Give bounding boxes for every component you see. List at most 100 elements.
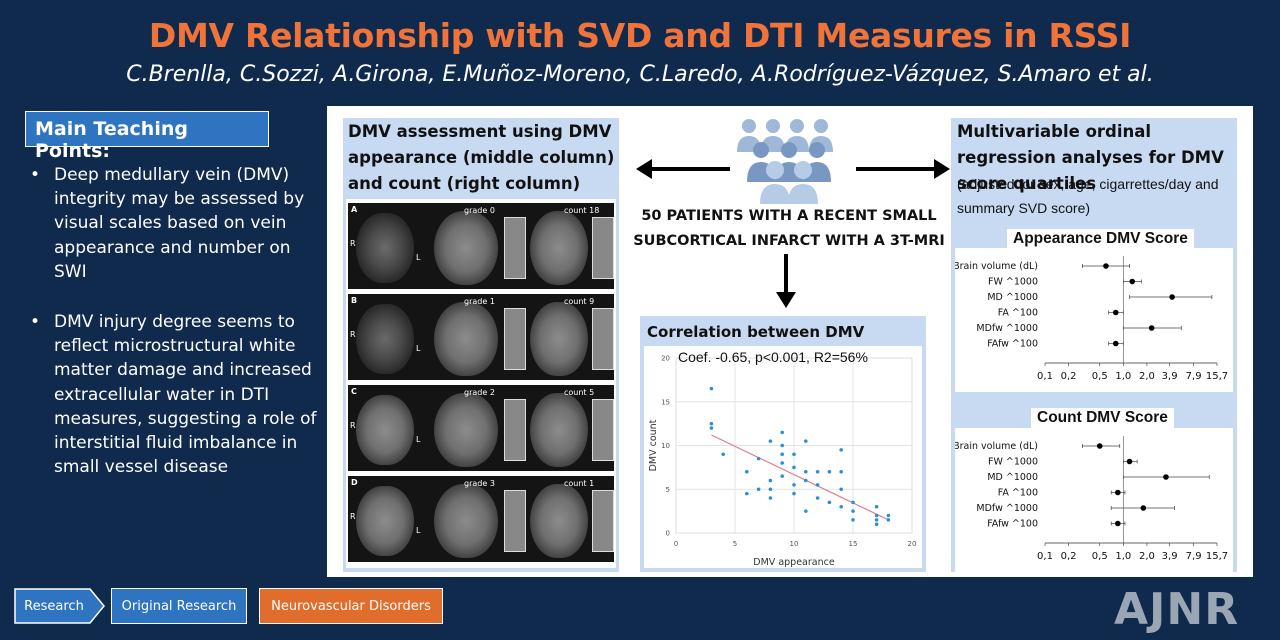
zoom-inset-image [504, 217, 526, 279]
x-tick-label: 0 [674, 540, 678, 548]
zoom-inset-image [504, 308, 526, 370]
brain-slice-image [530, 484, 588, 558]
scatter-point [815, 483, 820, 487]
scatter-point [768, 487, 773, 492]
teaching-point-text: DMV injury degree seems to reflect micro… [54, 312, 317, 478]
row-letter: B [351, 296, 358, 305]
scatter-point [745, 469, 749, 474]
scatter-point [874, 522, 879, 527]
teaching-point-1: • Deep medullary vein (DMV) integrity ma… [30, 163, 320, 293]
row-letter: A [351, 205, 358, 214]
scatter-point [874, 518, 879, 522]
x-tick-label: 1,0 [1115, 551, 1131, 562]
scatter-point [815, 469, 820, 474]
point-estimate [1140, 505, 1147, 511]
zoom-inset-image [504, 490, 526, 552]
brain-slice-image [434, 302, 498, 376]
row-label: Brain volume (dL) [955, 441, 1038, 452]
x-tick-label: 7,9 [1186, 551, 1202, 562]
y-tick-label: 5 [666, 486, 670, 494]
scatter-point [780, 430, 784, 435]
scatter-point [756, 487, 761, 492]
brain-slice-image [356, 395, 414, 465]
scatter-point [745, 491, 749, 496]
side-label-right: R [350, 421, 356, 430]
y-axis-label: DMV count [648, 419, 659, 471]
neurovascular-disorders-button[interactable]: Neurovascular Disorders [259, 588, 443, 624]
brain-slice-image [530, 393, 588, 467]
x-tick-label: 10 [790, 540, 799, 548]
patients-line-1: 50 PATIENTS WITH A RECENT SMALL [641, 208, 937, 224]
point-estimate [1096, 443, 1103, 449]
side-label-right: R [350, 512, 356, 521]
x-tick-label: 15,7 [1206, 551, 1228, 562]
point-estimate [1103, 263, 1109, 269]
point-estimate [1169, 294, 1175, 300]
x-tick-label: 0,5 [1092, 551, 1108, 562]
row-label: MD ^1000 [987, 292, 1038, 303]
arrow-left-icon [636, 159, 730, 179]
brain-slice-image [530, 211, 588, 285]
scatter-point [839, 469, 843, 474]
brain-slice-image [356, 304, 414, 374]
scatter-point [804, 509, 808, 513]
row-label: MD ^1000 [987, 472, 1038, 483]
point-estimate [1129, 278, 1136, 285]
scatter-point [804, 469, 808, 474]
forest-plot-count: 0,1 0,2 0,5 1,0 2,0 3,9 7,9 15,7 Brain volume (d… [953, 436, 1228, 562]
ajnr-logo: AJNR [1114, 584, 1240, 635]
row-letter: C [351, 387, 357, 396]
x-tick-label: 7,9 [1186, 371, 1202, 382]
research-button[interactable] [14, 588, 106, 624]
correlation-stats: Coef. -0.65, p<0.001, R2=56% [678, 349, 868, 365]
x-axis-label: DMV appearance [753, 557, 835, 568]
teaching-point-text: Deep medullary vein (DMV) integrity may … [54, 165, 305, 282]
brain-slice-image [434, 393, 498, 467]
original-research-button[interactable]: Original Research [111, 588, 247, 624]
scatter-point [792, 465, 796, 470]
x-tick-label: 5 [733, 540, 737, 548]
scatter-point [851, 518, 855, 522]
row-label: FAfw ^100 [987, 519, 1038, 530]
zoom-inset-image [592, 490, 614, 552]
x-tick-label: 15 [849, 540, 858, 548]
appearance-forest-plot: 0,1 0,2 0,5 1,0 2,0 3,9 7,9 15,7 Brain volume (d… [953, 248, 1233, 392]
point-estimate [1163, 474, 1169, 480]
regression-subheader: (adjusted for sex, age, cigarrettes/day … [957, 176, 1219, 216]
count-label: count 18 [564, 206, 600, 215]
patients-line-2: SUBCORTICAL INFARCT WITH A 3T-MRI [633, 233, 945, 249]
zoom-inset-image [504, 399, 526, 461]
scatter-point [792, 452, 796, 457]
x-tick-label: 20 [908, 540, 917, 548]
teaching-point-2: • DMV injury degree seems to reflect mic… [30, 310, 320, 490]
zoom-inset-image [592, 217, 614, 279]
row-letter: D [351, 478, 358, 487]
side-label-right: R [350, 239, 356, 248]
dmv-assessment-box: DMV assessment using DMV appearance (mid… [343, 118, 619, 572]
scatter-point [768, 496, 773, 500]
scatter-point [709, 421, 714, 426]
row-label: MDfw ^1000 [976, 503, 1038, 514]
x-tick-label: 3,9 [1162, 551, 1178, 562]
brain-slice-image [356, 213, 414, 283]
side-label-left: L [416, 344, 421, 353]
row-label: FAfw ^100 [987, 339, 1038, 350]
scatter-point [721, 452, 725, 457]
scatter-point [709, 426, 714, 430]
page-title: DMV Relationship with SVD and DTI Measur… [148, 16, 1132, 55]
point-estimate [1148, 325, 1155, 331]
zoom-inset-image [592, 308, 614, 370]
arrow-down-icon [776, 254, 796, 308]
scatter-point [780, 474, 784, 478]
x-tick-label: 15,7 [1206, 371, 1228, 382]
research-button-label[interactable]: Research [24, 598, 84, 614]
point-estimate [1114, 520, 1121, 527]
scatter-point [780, 443, 784, 448]
x-tick-label: 0,1 [1037, 551, 1053, 562]
scatter-point [780, 452, 784, 457]
y-tick-label: 20 [661, 355, 670, 363]
